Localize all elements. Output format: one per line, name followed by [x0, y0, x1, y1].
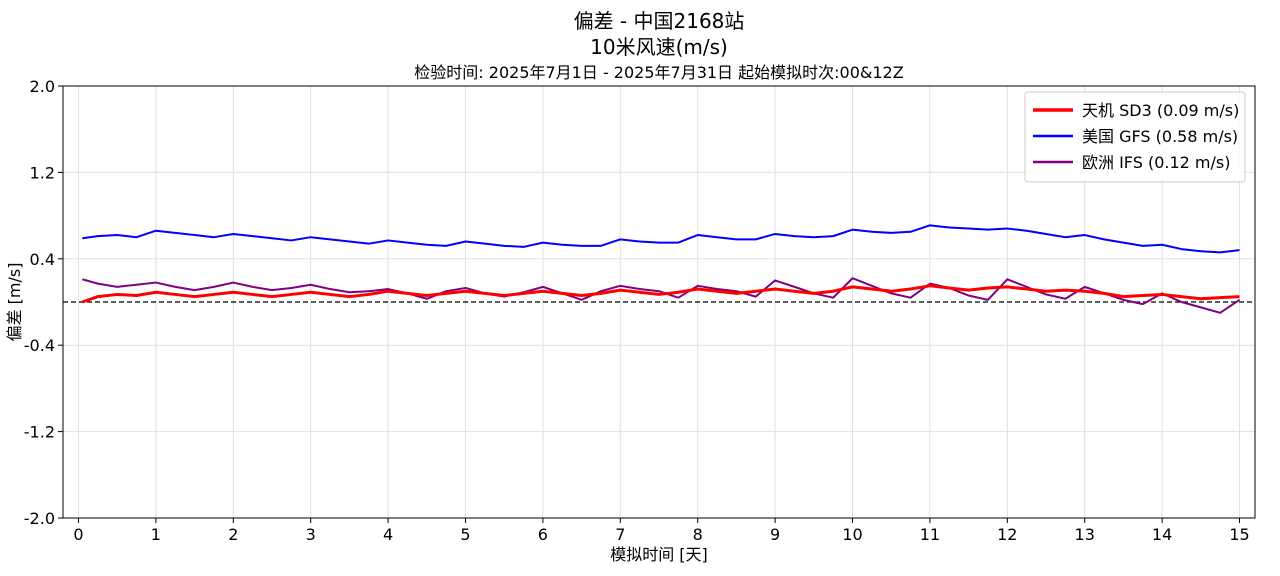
y-tick-label: 1.2	[30, 163, 55, 182]
x-tick-label: 3	[306, 525, 316, 544]
series-line-1	[82, 224, 1240, 254]
chart-title: 偏差 - 中国2168站	[574, 9, 745, 33]
x-tick-label: 12	[997, 525, 1017, 544]
x-tick-label: 1	[151, 525, 161, 544]
legend-label: 美国 GFS (0.58 m/s)	[1082, 127, 1238, 146]
legend-label: 天机 SD3 (0.09 m/s)	[1082, 101, 1239, 120]
legend-box	[1024, 91, 1246, 183]
y-axis-label: 偏差 [m/s]	[5, 263, 24, 342]
plot-frame	[62, 85, 1256, 519]
y-tick-label: -2.0	[24, 509, 55, 528]
series-lines	[81, 224, 1241, 314]
series-line-0	[81, 284, 1240, 304]
y-tick-label: 0.4	[30, 250, 55, 269]
x-tick-label: 9	[770, 525, 780, 544]
legend: 天机 SD3 (0.09 m/s) 美国 GFS (0.58 m/s) 欧洲 IFS…	[1024, 91, 1246, 183]
x-tick-label: 10	[842, 525, 862, 544]
axis-ticks: 0 1 2 3 4 5 6 7 8 9 10 11 12 13 14 15-2.0-1.2-0.40.41.2…	[24, 77, 1250, 544]
x-tick-label: 0	[73, 525, 83, 544]
x-tick-label: 4	[383, 525, 393, 544]
x-tick-label: 14	[1152, 525, 1172, 544]
y-tick-label: -1.2	[24, 423, 55, 442]
series-line-2	[82, 277, 1241, 314]
x-tick-label: 2	[228, 525, 238, 544]
x-tick-label: 13	[1075, 525, 1095, 544]
x-tick-label: 15	[1229, 525, 1249, 544]
y-tick-label: -0.4	[24, 336, 55, 355]
legend-label: 欧洲 IFS (0.12 m/s)	[1082, 153, 1230, 172]
x-axis-label: 模拟时间 [天]	[610, 545, 708, 564]
x-tick-label: 6	[538, 525, 548, 544]
x-tick-label: 5	[460, 525, 470, 544]
x-tick-label: 8	[693, 525, 703, 544]
x-tick-label: 7	[615, 525, 625, 544]
chart-subtitle-2: 检验时间: 2025年7月1日 - 2025年7月31日 起始模拟时次:00&1…	[414, 63, 903, 82]
x-tick-label: 11	[920, 525, 940, 544]
y-tick-label: 2.0	[30, 77, 55, 96]
chart-subtitle: 10米风速(m/s)	[590, 35, 728, 59]
